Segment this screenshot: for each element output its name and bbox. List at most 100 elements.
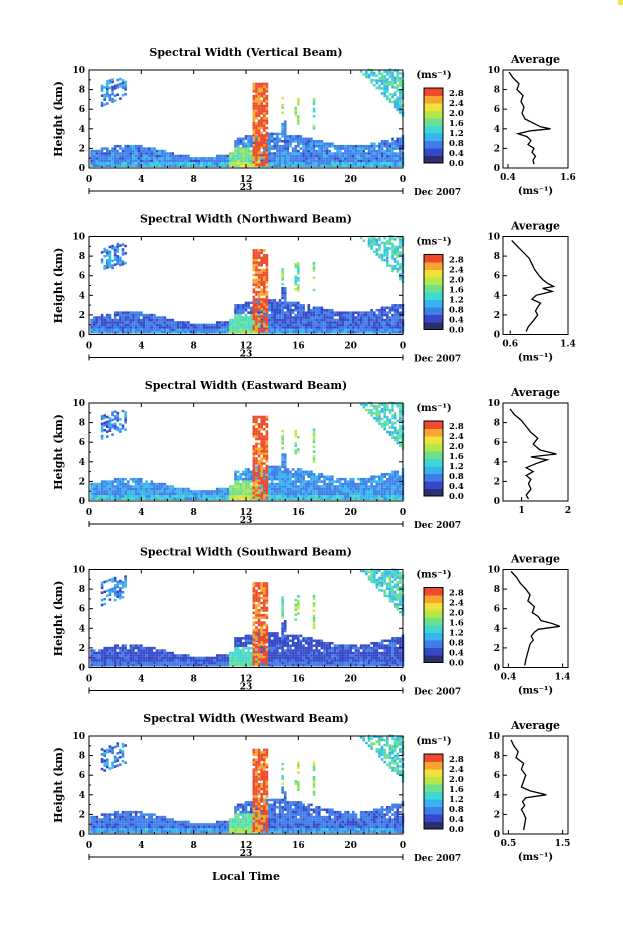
heatmap-cell bbox=[103, 103, 106, 106]
heatmap-cell bbox=[362, 487, 366, 491]
heatmap-cell bbox=[147, 318, 151, 322]
heatmap-cell bbox=[257, 435, 261, 438]
heatmap-cell bbox=[119, 263, 122, 267]
heatmap-cell bbox=[242, 492, 245, 496]
heatmap-cell bbox=[116, 485, 120, 488]
heatmap-cell bbox=[134, 149, 138, 153]
heatmap-cell bbox=[153, 318, 156, 322]
heatmap-cell bbox=[283, 318, 287, 322]
heatmap-cell bbox=[103, 267, 106, 270]
heatmap-cell bbox=[255, 430, 258, 433]
heatmap-cell bbox=[111, 411, 114, 414]
heatmap-cell bbox=[255, 82, 258, 86]
heatmap-cell bbox=[145, 664, 148, 667]
heatmap-cell bbox=[370, 81, 373, 84]
heatmap-cell bbox=[270, 306, 274, 310]
heatmap-cell bbox=[252, 251, 256, 255]
heatmap-cell bbox=[331, 487, 334, 491]
heatmap-cell bbox=[380, 410, 384, 413]
y-tick-label: 8 bbox=[79, 419, 85, 429]
colorbar-tick-label: 1.2 bbox=[449, 462, 464, 472]
heatmap-cell bbox=[129, 147, 133, 150]
heatmap-cell bbox=[234, 142, 237, 145]
heatmap-cell bbox=[158, 651, 161, 655]
heatmap-cell bbox=[375, 412, 379, 415]
heatmap-cell bbox=[268, 306, 271, 310]
heatmap-cell bbox=[268, 321, 271, 324]
heatmap-cell bbox=[247, 490, 250, 493]
heatmap-cell bbox=[281, 321, 284, 324]
heatmap-cell bbox=[215, 331, 219, 334]
heatmap-cell bbox=[399, 99, 402, 102]
heatmap-cell bbox=[315, 159, 318, 163]
heatmap-cell bbox=[260, 496, 263, 500]
heatmap-cell bbox=[255, 261, 258, 264]
heatmap-cell bbox=[106, 490, 109, 493]
heatmap-cell bbox=[174, 159, 177, 163]
heatmap-cell bbox=[255, 263, 258, 267]
heatmap-cell bbox=[260, 104, 263, 108]
heatmap-cell bbox=[197, 492, 201, 496]
heatmap-cell bbox=[323, 142, 326, 145]
heatmap-cell bbox=[257, 156, 261, 159]
heatmap-cell bbox=[153, 323, 156, 327]
heatmap-cell bbox=[163, 162, 167, 165]
heatmap-cell bbox=[317, 495, 321, 498]
heatmap-cell bbox=[92, 323, 96, 327]
heatmap-cell bbox=[150, 490, 154, 493]
heatmap-cell bbox=[140, 147, 143, 150]
heatmap-cell bbox=[396, 255, 400, 259]
heatmap-cell bbox=[158, 149, 161, 153]
heatmap-cell bbox=[239, 477, 243, 481]
heatmap-cell bbox=[174, 162, 177, 165]
heatmap-cell bbox=[396, 106, 400, 109]
heatmap-cell bbox=[378, 142, 381, 145]
heatmap-cell bbox=[121, 243, 125, 246]
heatmap-cell bbox=[210, 328, 214, 332]
heatmap-cell bbox=[153, 162, 156, 165]
heatmap-cell bbox=[260, 119, 263, 122]
heatmap-cell bbox=[302, 313, 305, 317]
heatmap-cell bbox=[396, 477, 400, 481]
heatmap-cell bbox=[228, 497, 232, 501]
heatmap-cell bbox=[234, 326, 237, 329]
heatmap-cell bbox=[278, 323, 282, 327]
heatmap-cell bbox=[124, 152, 127, 155]
heatmap-cell bbox=[312, 127, 316, 130]
heatmap-cell bbox=[252, 268, 256, 272]
heatmap-cell bbox=[116, 154, 120, 158]
heatmap-cell bbox=[166, 331, 169, 334]
heatmap-cell bbox=[205, 495, 209, 498]
heatmap-cell bbox=[273, 475, 277, 478]
heatmap-cell bbox=[184, 326, 188, 329]
heatmap-cell bbox=[121, 159, 125, 163]
heatmap-cell bbox=[362, 144, 366, 148]
heatmap-cell bbox=[124, 656, 127, 660]
heatmap-cell bbox=[126, 164, 130, 168]
heatmap-cell bbox=[252, 298, 256, 301]
heatmap-cell bbox=[315, 154, 318, 158]
heatmap-cell bbox=[273, 301, 277, 305]
heatmap-cell bbox=[106, 164, 109, 168]
heatmap-cell bbox=[255, 148, 258, 152]
heatmap-cell bbox=[276, 323, 279, 327]
heatmap-cell bbox=[181, 154, 185, 158]
heatmap-cell bbox=[116, 654, 120, 657]
heatmap-cell bbox=[378, 490, 381, 493]
heatmap-cell bbox=[150, 659, 154, 662]
heatmap-cell bbox=[396, 152, 400, 155]
heatmap-cell bbox=[325, 142, 329, 145]
heatmap-cell bbox=[278, 492, 282, 496]
heatmap-cell bbox=[320, 140, 324, 143]
heatmap-cell bbox=[236, 326, 240, 329]
heatmap-cell bbox=[116, 149, 120, 153]
heatmap-cell bbox=[111, 425, 114, 429]
heatmap-cell bbox=[255, 161, 258, 164]
heatmap-cell bbox=[315, 149, 318, 153]
heatmap-cell bbox=[365, 321, 368, 324]
heatmap-cell bbox=[380, 152, 384, 155]
heatmap-cell bbox=[168, 490, 172, 493]
heatmap-cell bbox=[106, 85, 109, 88]
heatmap-cell bbox=[121, 248, 125, 251]
